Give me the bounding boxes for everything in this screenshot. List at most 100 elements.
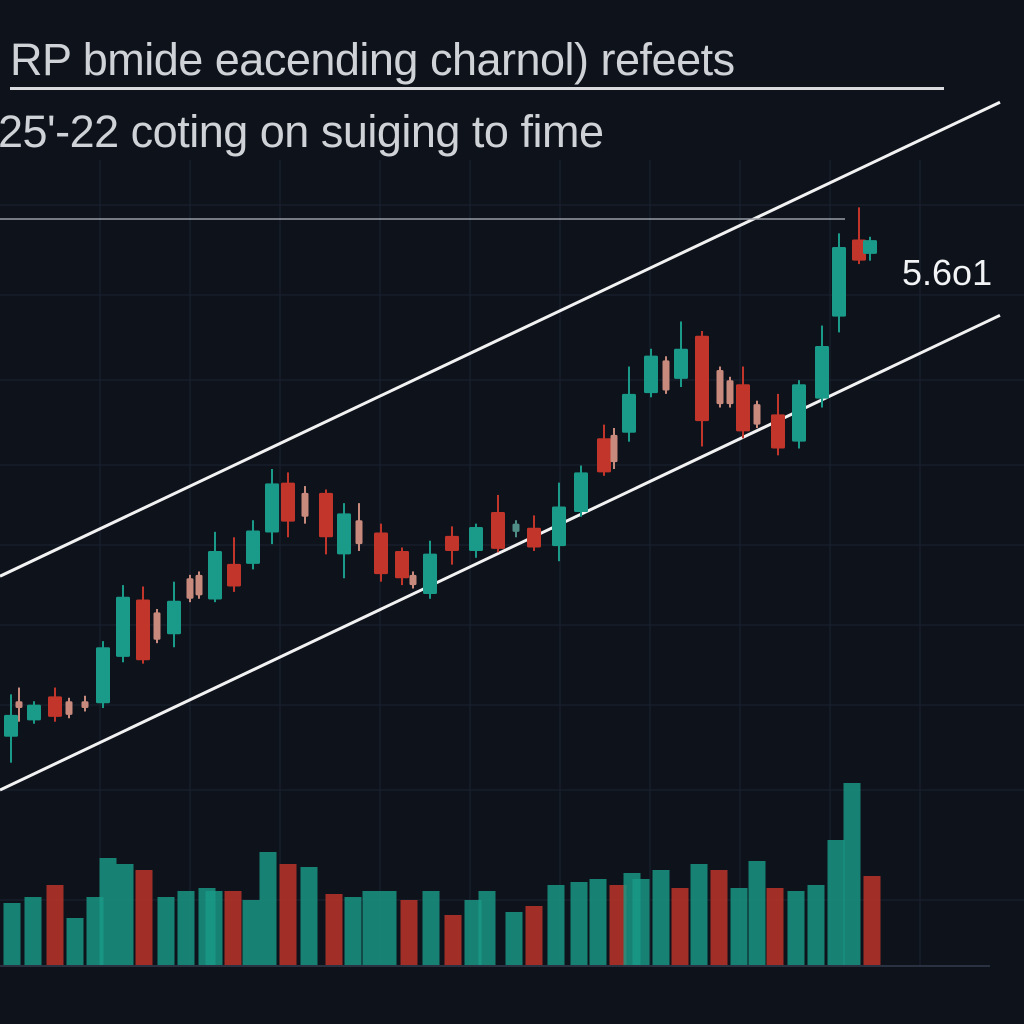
volume-bar — [362, 891, 380, 966]
channel-line-upper — [0, 100, 1001, 578]
candle-body — [695, 335, 709, 422]
candle-body — [96, 647, 110, 704]
candle — [355, 503, 363, 551]
volume-bar — [464, 900, 482, 966]
candle — [469, 523, 483, 558]
candle — [852, 207, 866, 265]
candle — [695, 331, 709, 447]
candle-body — [208, 550, 222, 600]
candle-body — [15, 701, 23, 709]
candle-body — [246, 530, 260, 564]
candle — [445, 526, 459, 565]
candle — [208, 531, 222, 603]
volume-bar — [422, 891, 440, 966]
candle — [96, 641, 110, 709]
candle-body — [265, 483, 279, 533]
volume-bar — [300, 867, 318, 966]
candle-body — [423, 553, 437, 594]
candle-body — [852, 239, 866, 261]
volume-bar — [279, 864, 297, 966]
channel-line-lower — [0, 313, 1001, 792]
candle-body — [4, 714, 18, 737]
candle-body — [409, 574, 417, 586]
candle-body — [574, 472, 588, 513]
candle — [512, 520, 520, 538]
volume-bar — [24, 897, 42, 966]
volume-bar — [787, 891, 805, 966]
candle-body — [65, 701, 73, 715]
volume-bar — [205, 891, 223, 966]
candle-body — [395, 550, 409, 579]
candle-body — [622, 393, 636, 433]
candle — [81, 695, 89, 712]
candle-body — [863, 240, 877, 254]
candle-body — [337, 513, 351, 555]
candle — [319, 489, 333, 555]
volume-bar — [609, 885, 627, 966]
candle — [716, 366, 724, 408]
candle-body — [771, 414, 785, 449]
volume-bar — [379, 891, 397, 966]
candle — [153, 609, 161, 644]
volume-bar — [157, 897, 175, 966]
candle — [409, 571, 417, 589]
candle — [116, 585, 130, 663]
chart-title: RP bmide eacending charnol) refeets — [10, 34, 735, 85]
volume-bar — [478, 891, 496, 966]
candle-body — [832, 247, 846, 317]
candle-body — [445, 535, 459, 551]
candle-body — [736, 384, 750, 432]
candle-body — [153, 612, 161, 640]
ascending-channel — [0, 100, 1001, 792]
candle — [136, 586, 150, 664]
candle — [246, 520, 260, 570]
candle-body — [597, 438, 611, 473]
chart-subtitle: 25'-22 coting on suiging to fime — [0, 106, 604, 157]
candle-body — [355, 520, 363, 545]
candlesticks — [4, 207, 877, 763]
candle — [527, 515, 541, 551]
volume-bar — [242, 900, 260, 966]
candle-body — [662, 360, 670, 391]
candle-body — [552, 506, 566, 547]
candle-body — [512, 523, 520, 532]
volume-bar — [259, 852, 277, 966]
candle — [65, 697, 73, 719]
volume-bar — [525, 906, 543, 966]
candle-body — [301, 492, 309, 517]
volume-bar — [325, 894, 343, 966]
volume-bar — [46, 885, 64, 966]
volume-bar — [400, 900, 418, 966]
candle — [374, 523, 388, 582]
candle-body — [491, 512, 505, 549]
volume-bar — [748, 861, 766, 966]
candle-body — [27, 704, 41, 721]
candle — [4, 694, 18, 763]
candle — [423, 540, 437, 599]
candle — [815, 325, 829, 408]
candle — [167, 581, 181, 648]
candle — [622, 366, 636, 442]
candle-body — [726, 380, 734, 405]
volume-bar — [827, 840, 845, 966]
volume-bar — [344, 897, 362, 966]
candle — [281, 472, 295, 538]
candle — [48, 687, 62, 722]
volume-bar — [86, 897, 104, 966]
candle — [832, 233, 846, 333]
candle-body — [167, 600, 181, 635]
volume-bar — [135, 870, 153, 966]
volume-bar — [632, 879, 650, 966]
candle — [27, 701, 41, 724]
candle — [736, 366, 750, 439]
candle-body — [81, 701, 89, 709]
volume-bar — [730, 888, 748, 966]
volume-bars — [0, 783, 990, 967]
title-underline — [10, 87, 944, 90]
candle — [597, 424, 611, 476]
candle-body — [610, 434, 618, 463]
grid-lines — [0, 160, 1024, 966]
volume-bar — [116, 864, 134, 966]
